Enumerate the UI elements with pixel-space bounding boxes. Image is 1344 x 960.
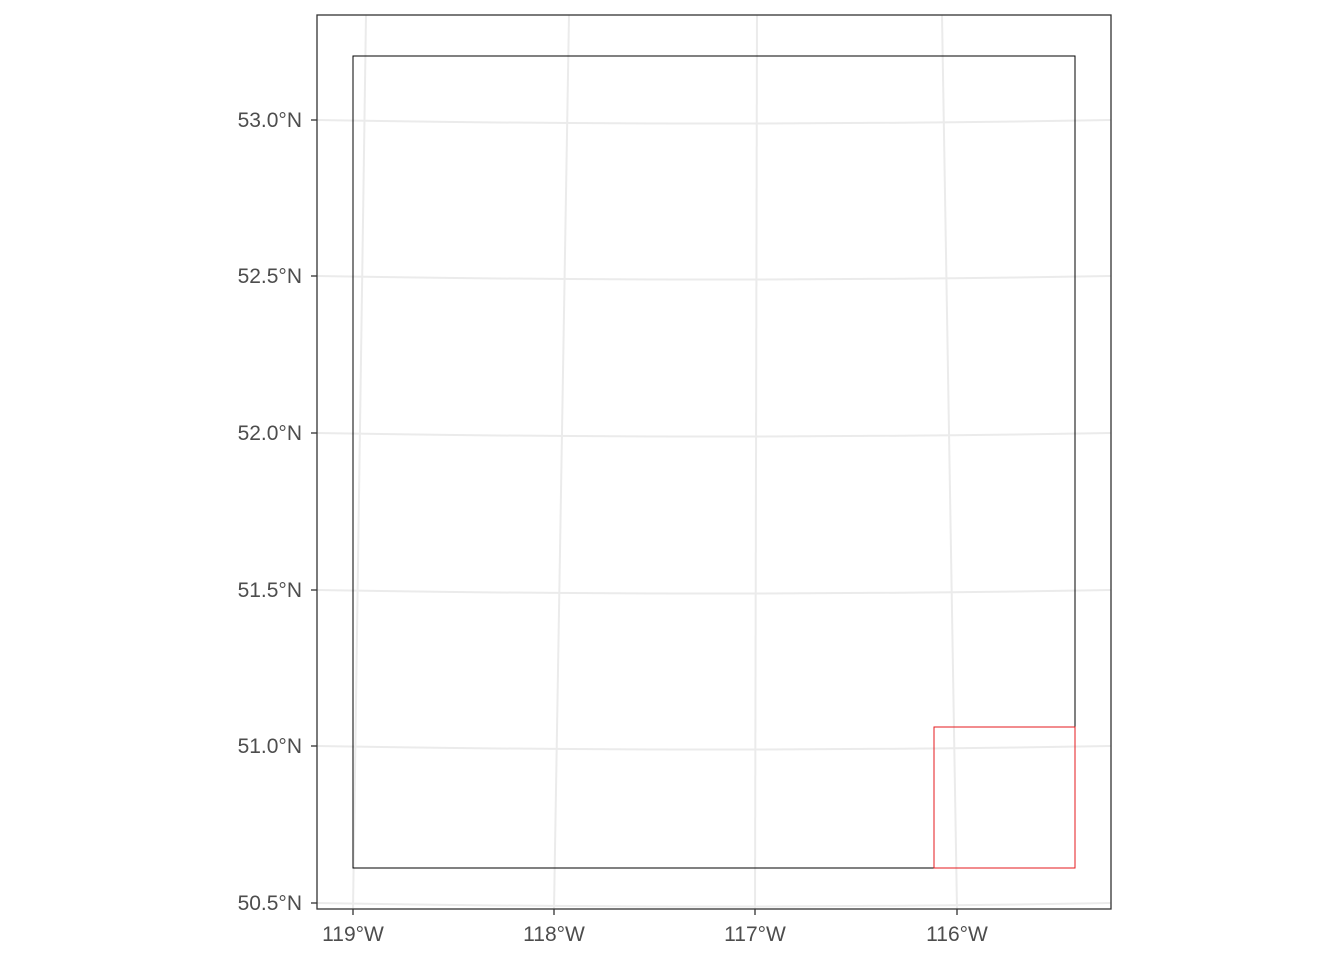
extent-box [352, 55, 1076, 869]
meridian-119w [352, 14, 367, 910]
x-tick-label-119w: 119°W [322, 923, 384, 946]
graticule-meridians [352, 14, 958, 910]
y-tick-label-53: 53.0°N [238, 109, 302, 132]
graticule-parallels [316, 119, 1112, 908]
y-axis [311, 119, 317, 904]
parallel-52n [316, 432, 1112, 438]
parallel-50-5n [316, 902, 1112, 908]
meridian-118w [553, 14, 570, 910]
y-tick-label-51-5: 51.5°N [238, 579, 302, 602]
y-tick-label-52-5: 52.5°N [238, 265, 302, 288]
highlight-box [933, 726, 1076, 869]
parallel-51n [316, 745, 1112, 751]
x-axis [352, 909, 958, 915]
parallel-53n [316, 119, 1112, 125]
meridian-116w [941, 14, 958, 910]
y-tick-label-52: 52.0°N [238, 422, 302, 445]
y-tick-labels: 53.0°N 52.5°N 52.0°N 51.5°N 51.0°N 50.5°… [238, 109, 302, 915]
x-tick-label-116w: 116°W [926, 923, 988, 946]
parallel-51-5n [316, 589, 1112, 595]
x-tick-labels: 119°W 118°W 117°W 116°W [322, 923, 988, 946]
x-tick-label-118w: 118°W [523, 923, 585, 946]
panel-border [316, 14, 1112, 910]
x-tick-label-117w: 117°W [724, 923, 786, 946]
y-tick-label-51: 51.0°N [238, 735, 302, 758]
y-tick-label-50-5: 50.5°N [238, 892, 302, 915]
meridian-117w [754, 14, 758, 910]
parallel-52-5n [316, 275, 1112, 281]
